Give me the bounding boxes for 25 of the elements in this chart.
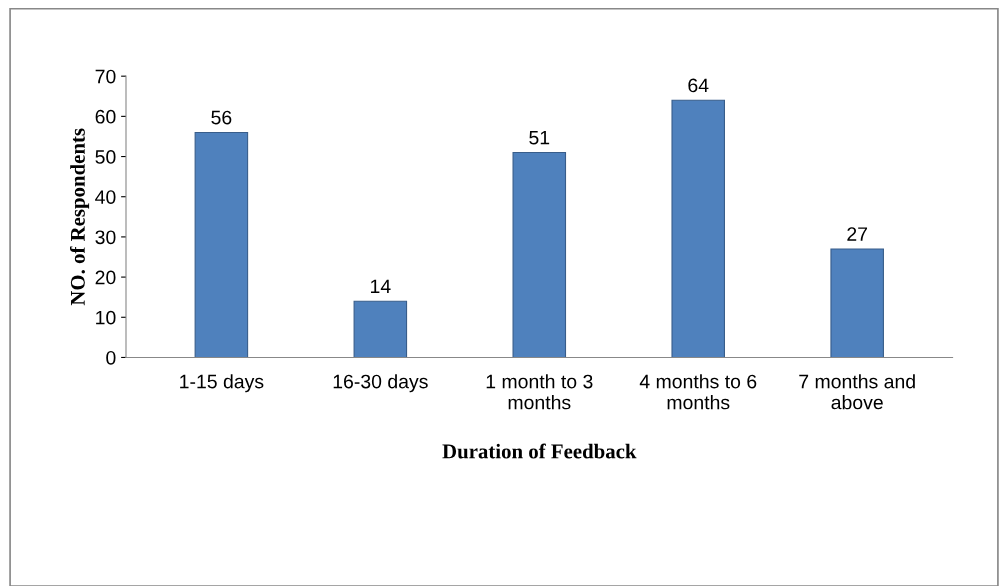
y-tick-label: 20	[95, 270, 116, 285]
y-axis-title: NO. of Respondents	[69, 128, 90, 306]
x-tick-label: 1 month to 3 months	[486, 374, 593, 410]
bar	[353, 300, 408, 358]
data-label: 27	[847, 227, 868, 241]
x-tick-label: 7 months and above	[799, 374, 915, 410]
x-tick-label: 1-15 days	[180, 374, 264, 393]
bar	[194, 131, 249, 358]
bar	[671, 99, 726, 358]
bar	[830, 248, 884, 358]
y-tick-label: 30	[95, 230, 116, 245]
data-label: 64	[688, 78, 709, 93]
y-tick-label: 40	[95, 190, 116, 204]
data-label: 14	[371, 279, 391, 293]
x-tick-label: 4 months to 6 months	[639, 374, 757, 410]
y-tick-label: 70	[95, 69, 116, 84]
y-tick-label: 60	[95, 109, 116, 124]
y-tick-label: 0	[106, 350, 116, 365]
bar	[512, 151, 567, 358]
data-label: 56	[211, 110, 232, 125]
x-axis-title: Duration of Feedback	[442, 443, 637, 459]
data-label: 51	[529, 130, 550, 145]
y-tick-label: 10	[96, 310, 116, 325]
y-tick-label: 50	[95, 150, 116, 164]
x-tick-label: 16-30 days	[333, 374, 428, 393]
